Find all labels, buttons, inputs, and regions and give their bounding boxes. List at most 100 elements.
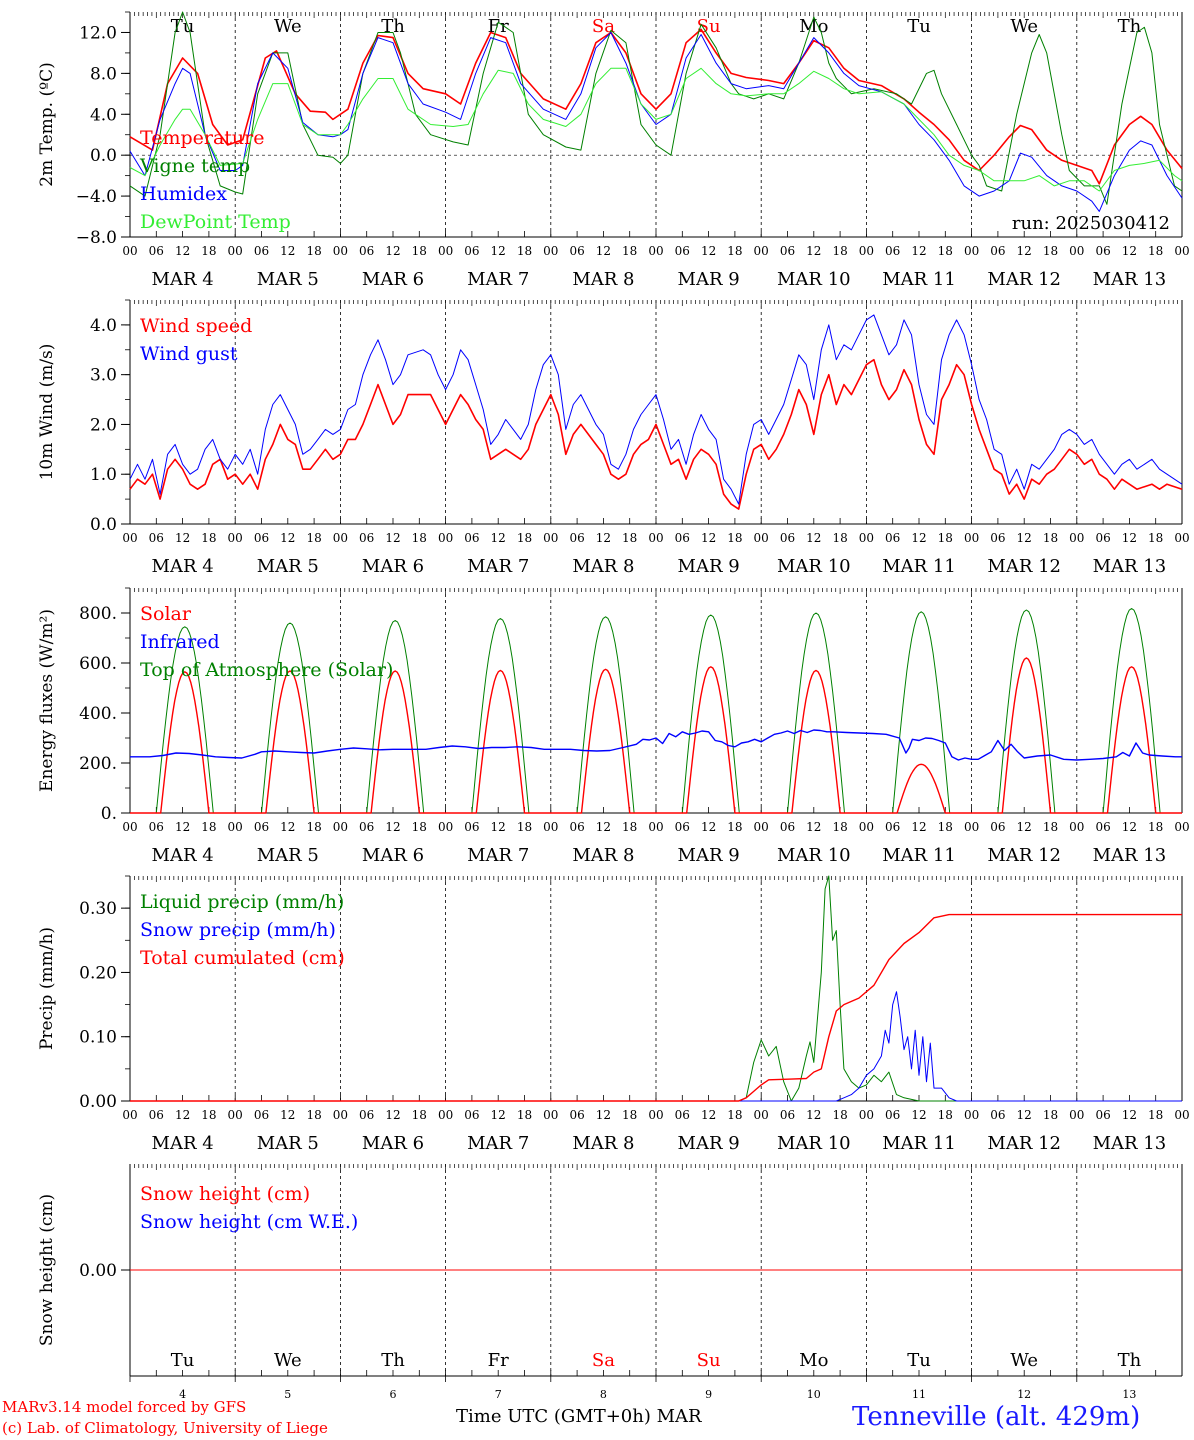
date-label: MAR 4 xyxy=(152,269,214,290)
date-label: MAR 6 xyxy=(362,1133,424,1154)
date-label: MAR 8 xyxy=(572,845,634,866)
day-of-week-label: We xyxy=(1010,16,1038,37)
hour-tick-label: 12 xyxy=(1122,531,1137,545)
hour-tick-label: 12 xyxy=(596,1108,611,1122)
hour-tick-label: 06 xyxy=(1095,531,1110,545)
hour-tick-label: 06 xyxy=(885,820,900,834)
legend-entry: Vigne temp xyxy=(139,155,250,177)
y-tick-label: 0.00 xyxy=(79,1092,117,1112)
hour-tick-label: 12 xyxy=(701,244,716,258)
hour-tick-label: 12 xyxy=(1122,820,1137,834)
day-of-week-label: Mo xyxy=(799,16,828,37)
hour-tick-label: 00 xyxy=(648,531,663,545)
day-of-week-label: Th xyxy=(381,16,405,37)
y-axis-title: Precip (mm/h) xyxy=(37,927,57,1050)
hour-tick-label: 18 xyxy=(727,531,742,545)
day-number-label: 12 xyxy=(1017,1388,1031,1401)
series-line xyxy=(130,657,1182,814)
hour-tick-label: 06 xyxy=(149,531,164,545)
hour-tick-label: 18 xyxy=(938,531,953,545)
y-tick-label: 400. xyxy=(79,704,117,724)
hour-tick-label: 06 xyxy=(464,531,479,545)
hour-tick-label: 06 xyxy=(675,244,690,258)
hour-tick-label: 06 xyxy=(990,820,1005,834)
date-label: MAR 7 xyxy=(467,269,529,290)
date-label: MAR 12 xyxy=(987,845,1061,866)
hour-tick-label: 18 xyxy=(1148,531,1163,545)
y-tick-label: 2.0 xyxy=(90,415,117,435)
date-label: MAR 6 xyxy=(362,845,424,866)
series-line xyxy=(130,913,1182,1102)
hour-tick-label: 00 xyxy=(1069,820,1084,834)
date-label: MAR 4 xyxy=(152,556,214,577)
date-label: MAR 5 xyxy=(257,556,319,577)
hour-tick-label: 00 xyxy=(964,820,979,834)
hour-tick-label: 12 xyxy=(175,820,190,834)
hour-tick-label: 12 xyxy=(385,531,400,545)
hour-tick-label: 00 xyxy=(122,1108,137,1122)
hour-tick-label: 00 xyxy=(438,1108,453,1122)
hour-tick-label: 06 xyxy=(780,1108,795,1122)
hour-tick-label: 18 xyxy=(832,1108,847,1122)
hour-tick-label: 18 xyxy=(727,244,742,258)
hour-tick-label: 06 xyxy=(675,1108,690,1122)
y-tick-label: 600. xyxy=(79,654,117,674)
series-line xyxy=(129,314,1183,505)
series-line xyxy=(130,875,1182,1102)
hour-tick-label: 00 xyxy=(333,244,348,258)
y-axis-title: 2m Temp. (ºC) xyxy=(37,62,57,187)
day-of-week-label: Tu xyxy=(171,16,195,37)
day-of-week-label: Th xyxy=(1118,16,1142,37)
hour-tick-label: 18 xyxy=(1148,244,1163,258)
hour-tick-label: 18 xyxy=(201,1108,216,1122)
hour-tick-label: 06 xyxy=(464,1108,479,1122)
day-of-week-label: Su xyxy=(697,1350,721,1371)
day-of-week-label: Th xyxy=(1118,1350,1142,1371)
hour-tick-label: 06 xyxy=(149,1108,164,1122)
hour-tick-label: 00 xyxy=(333,531,348,545)
date-label: MAR 11 xyxy=(882,845,956,866)
hour-tick-label: 12 xyxy=(806,244,821,258)
legend-entry: Wind gust xyxy=(140,343,238,365)
date-label: MAR 4 xyxy=(152,845,214,866)
hour-tick-label: 00 xyxy=(964,531,979,545)
hour-tick-label: 18 xyxy=(727,1108,742,1122)
series-line xyxy=(129,67,1183,192)
station-location: Tenneville (alt. 429m) xyxy=(852,1402,1141,1432)
day-of-week-label: Tu xyxy=(171,1350,195,1371)
date-label: MAR 11 xyxy=(882,556,956,577)
hour-tick-label: 12 xyxy=(385,1108,400,1122)
series-line xyxy=(129,28,1183,185)
panel-5: 0.00 Snow height (cm) Tu We Th Fr Sa Su Mo Tu We Th… xyxy=(37,1164,1183,1401)
day-of-week-label: Tu xyxy=(907,1350,931,1371)
hour-tick-label: 06 xyxy=(780,244,795,258)
hour-tick-label: 00 xyxy=(859,1108,874,1122)
hour-tick-label: 18 xyxy=(306,820,321,834)
hour-tick-label: 00 xyxy=(859,244,874,258)
legend-entry: Temperature xyxy=(140,127,264,149)
hour-tick-label: 06 xyxy=(675,820,690,834)
hour-tick-label: 12 xyxy=(701,1108,716,1122)
date-label: MAR 8 xyxy=(572,556,634,577)
legend-entry: Snow height (cm) xyxy=(140,1183,310,1205)
hour-tick-label: 12 xyxy=(385,820,400,834)
day-of-week-label: Th xyxy=(381,1350,405,1371)
hour-tick-label: 00 xyxy=(543,244,558,258)
hour-tick-label: 00 xyxy=(1174,1108,1189,1122)
panel-1: −8.0 −4.0 0.0 4.0 8.0 12.0 2m Temp. (ºC) 00 06 12… xyxy=(37,11,1190,290)
hour-tick-label: 06 xyxy=(780,820,795,834)
date-label: MAR 11 xyxy=(882,269,956,290)
day-number-label: 9 xyxy=(705,1388,712,1401)
hour-tick-label: 12 xyxy=(1017,531,1032,545)
y-tick-label: 1.0 xyxy=(90,465,117,485)
hour-tick-label: 18 xyxy=(832,820,847,834)
hour-tick-label: 18 xyxy=(306,244,321,258)
legend-entry: Humidex xyxy=(140,183,227,205)
date-label: MAR 11 xyxy=(882,1133,956,1154)
hour-tick-label: 00 xyxy=(543,531,558,545)
y-tick-label: 0.0 xyxy=(90,515,117,535)
hour-tick-label: 12 xyxy=(385,244,400,258)
hour-tick-label: 00 xyxy=(228,1108,243,1122)
hour-tick-label: 00 xyxy=(1174,244,1189,258)
hour-tick-label: 06 xyxy=(990,531,1005,545)
